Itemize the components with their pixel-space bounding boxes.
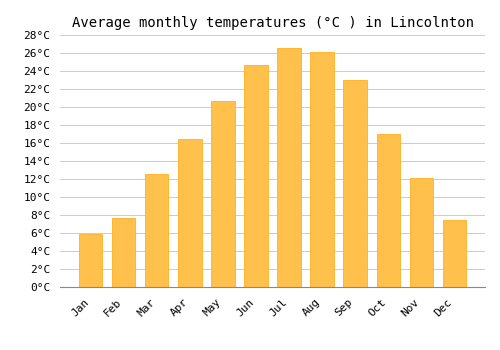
Bar	[212, 101, 234, 287]
Bar	[310, 52, 334, 287]
Bar	[410, 178, 432, 287]
Title: Average monthly temperatures (°C ) in Lincolnton: Average monthly temperatures (°C ) in Li…	[72, 16, 473, 30]
Bar	[80, 234, 102, 287]
Bar	[146, 174, 169, 287]
Bar	[442, 219, 466, 287]
Bar	[278, 48, 300, 287]
Bar	[178, 139, 202, 287]
Bar	[244, 65, 268, 287]
Bar	[344, 80, 366, 287]
Bar	[376, 134, 400, 287]
Bar	[112, 218, 136, 287]
